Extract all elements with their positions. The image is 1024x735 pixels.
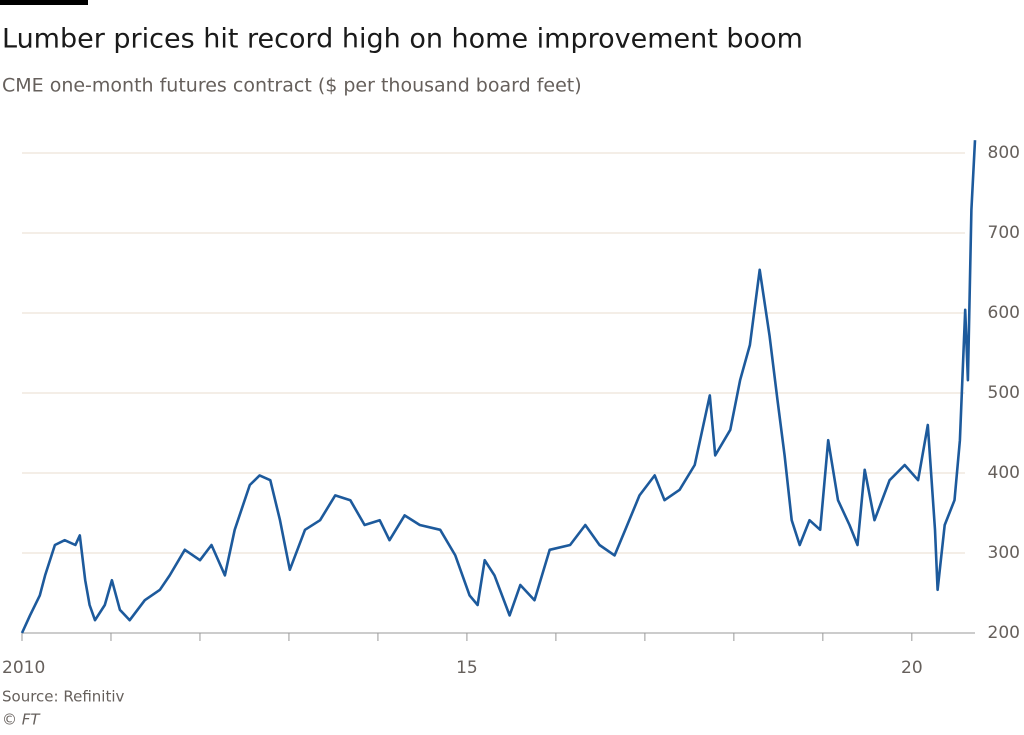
- brand-bar: [0, 0, 88, 5]
- y-tick-label: 800: [988, 143, 1020, 163]
- x-tick-label: 2010: [2, 658, 45, 678]
- chart-title: Lumber prices hit record high on home im…: [2, 24, 803, 55]
- y-tick-label: 200: [988, 623, 1020, 643]
- y-tick-label: 500: [988, 383, 1020, 403]
- y-tick-label: 300: [988, 543, 1020, 563]
- y-tick-label: 600: [988, 303, 1020, 323]
- line: [20, 140, 977, 634]
- credit: © FT: [2, 711, 41, 729]
- y-tick-label: 700: [988, 223, 1020, 243]
- x-tick-label: 15: [456, 658, 478, 678]
- source: Source: Refinitiv: [2, 688, 124, 706]
- x-tick-label: 20: [901, 658, 923, 678]
- y-tick-label: 400: [988, 463, 1020, 483]
- chart-subtitle: CME one-month futures contract ($ per th…: [2, 75, 582, 97]
